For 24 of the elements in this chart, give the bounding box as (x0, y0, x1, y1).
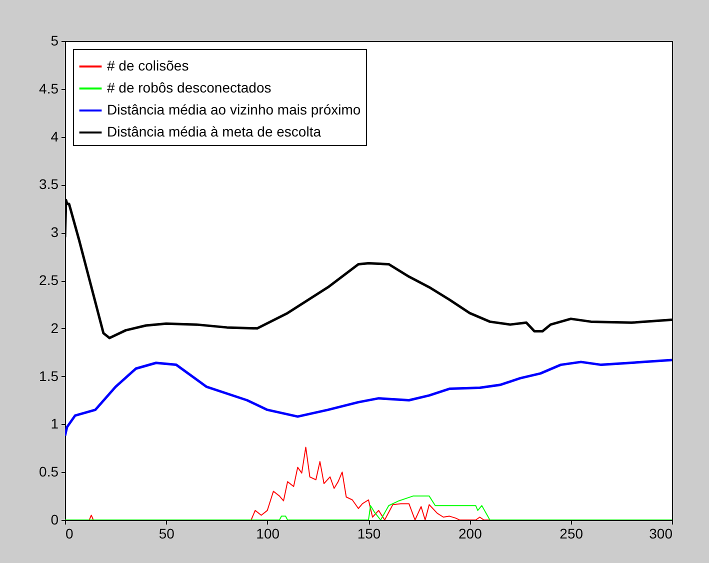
legend-label: Distância média ao vizinho mais próximo (107, 102, 361, 118)
y-tick-label: 5 (50, 32, 59, 48)
y-tick-label: 1.5 (39, 368, 59, 384)
y-tick-label: 0.5 (39, 464, 59, 480)
y-tick-label: 0 (50, 512, 59, 528)
x-tick-label: 200 (458, 526, 482, 542)
x-tick-label: 250 (560, 526, 584, 542)
x-tick-label: 0 (66, 526, 74, 542)
line-series (65, 496, 672, 520)
x-tick-label: 50 (158, 526, 175, 542)
x-tick-label: 100 (256, 526, 280, 542)
y-tick-label: 2.5 (39, 272, 59, 288)
legend-label: # de colisões (107, 58, 189, 74)
x-tick-label: 300 (649, 526, 673, 542)
y-tick-label: 3 (50, 224, 59, 240)
y-tick-label: 4.5 (39, 80, 59, 96)
y-tick-label: 1 (50, 416, 59, 432)
y-tick-label: 3.5 (39, 176, 59, 192)
legend-label: # de robôs desconectados (107, 80, 272, 96)
x-tick-label: 150 (357, 526, 381, 542)
y-tick-label: 4 (50, 128, 59, 144)
y-tick-label: 2 (50, 320, 59, 336)
line-series (65, 358, 672, 437)
legend-label: Distância média à meta de escolta (107, 124, 322, 140)
